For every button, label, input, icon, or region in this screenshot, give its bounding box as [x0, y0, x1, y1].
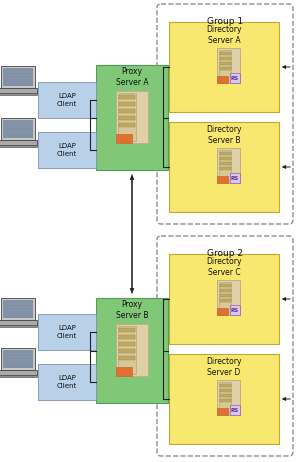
FancyBboxPatch shape — [169, 354, 279, 444]
FancyBboxPatch shape — [169, 254, 279, 344]
FancyBboxPatch shape — [217, 380, 240, 415]
FancyBboxPatch shape — [3, 349, 33, 367]
FancyBboxPatch shape — [230, 73, 240, 83]
FancyBboxPatch shape — [116, 91, 148, 143]
FancyBboxPatch shape — [220, 162, 230, 165]
FancyBboxPatch shape — [220, 57, 230, 60]
FancyBboxPatch shape — [0, 92, 37, 95]
FancyBboxPatch shape — [0, 370, 37, 375]
FancyBboxPatch shape — [116, 367, 132, 376]
FancyBboxPatch shape — [0, 375, 37, 377]
FancyBboxPatch shape — [0, 145, 37, 146]
FancyBboxPatch shape — [218, 150, 230, 181]
FancyBboxPatch shape — [0, 87, 37, 92]
Text: LDAP
Client: LDAP Client — [57, 326, 77, 339]
FancyBboxPatch shape — [220, 289, 230, 292]
FancyBboxPatch shape — [220, 152, 230, 155]
FancyBboxPatch shape — [217, 48, 240, 83]
FancyBboxPatch shape — [220, 399, 230, 402]
FancyBboxPatch shape — [217, 148, 240, 183]
FancyBboxPatch shape — [169, 22, 279, 112]
Text: RS: RS — [231, 176, 239, 181]
FancyBboxPatch shape — [218, 282, 230, 313]
FancyBboxPatch shape — [220, 67, 230, 70]
FancyBboxPatch shape — [119, 116, 135, 120]
FancyBboxPatch shape — [220, 389, 230, 392]
FancyBboxPatch shape — [1, 117, 35, 140]
FancyBboxPatch shape — [0, 320, 37, 324]
FancyBboxPatch shape — [119, 102, 135, 106]
Text: Directory
Server C: Directory Server C — [206, 257, 242, 277]
FancyBboxPatch shape — [220, 394, 230, 397]
FancyBboxPatch shape — [38, 314, 96, 350]
FancyBboxPatch shape — [1, 347, 35, 370]
Text: Directory
Server A: Directory Server A — [206, 25, 242, 45]
FancyBboxPatch shape — [119, 356, 135, 360]
FancyBboxPatch shape — [1, 66, 35, 87]
FancyBboxPatch shape — [230, 305, 240, 315]
FancyBboxPatch shape — [220, 62, 230, 65]
Text: Proxy
Server A: Proxy Server A — [116, 67, 148, 87]
FancyBboxPatch shape — [220, 299, 230, 302]
FancyBboxPatch shape — [119, 109, 135, 113]
FancyBboxPatch shape — [220, 284, 230, 287]
FancyBboxPatch shape — [0, 140, 37, 145]
Text: Proxy
Server B: Proxy Server B — [116, 300, 148, 320]
FancyBboxPatch shape — [220, 157, 230, 160]
FancyBboxPatch shape — [220, 52, 230, 55]
FancyBboxPatch shape — [38, 132, 96, 168]
Text: LDAP
Client: LDAP Client — [57, 376, 77, 389]
FancyBboxPatch shape — [230, 405, 240, 415]
Text: LDAP
Client: LDAP Client — [57, 93, 77, 107]
FancyBboxPatch shape — [96, 298, 168, 403]
FancyBboxPatch shape — [3, 120, 33, 138]
FancyBboxPatch shape — [38, 364, 96, 400]
FancyBboxPatch shape — [169, 122, 279, 212]
Text: LDAP
Client: LDAP Client — [57, 144, 77, 157]
FancyBboxPatch shape — [38, 82, 96, 118]
Text: Directory
Server D: Directory Server D — [206, 357, 242, 377]
FancyBboxPatch shape — [217, 408, 227, 415]
Text: RS: RS — [231, 75, 239, 80]
FancyBboxPatch shape — [230, 173, 240, 183]
FancyBboxPatch shape — [118, 326, 136, 374]
FancyBboxPatch shape — [116, 134, 132, 143]
FancyBboxPatch shape — [118, 93, 136, 141]
Text: RS: RS — [231, 308, 239, 312]
FancyBboxPatch shape — [1, 298, 35, 320]
FancyBboxPatch shape — [220, 167, 230, 170]
FancyBboxPatch shape — [119, 123, 135, 127]
FancyBboxPatch shape — [217, 76, 227, 83]
FancyBboxPatch shape — [218, 382, 230, 413]
FancyBboxPatch shape — [217, 280, 240, 315]
FancyBboxPatch shape — [119, 95, 135, 99]
FancyBboxPatch shape — [218, 50, 230, 81]
FancyBboxPatch shape — [119, 328, 135, 332]
Text: RS: RS — [231, 407, 239, 413]
FancyBboxPatch shape — [3, 299, 33, 317]
FancyBboxPatch shape — [119, 335, 135, 339]
FancyBboxPatch shape — [96, 65, 168, 170]
Text: Directory
Server B: Directory Server B — [206, 125, 242, 145]
FancyBboxPatch shape — [220, 384, 230, 387]
Text: Group 1: Group 1 — [207, 18, 243, 26]
FancyBboxPatch shape — [119, 342, 135, 346]
FancyBboxPatch shape — [0, 324, 37, 327]
FancyBboxPatch shape — [116, 324, 148, 376]
FancyBboxPatch shape — [220, 294, 230, 297]
FancyBboxPatch shape — [217, 308, 227, 315]
Text: Group 2: Group 2 — [207, 249, 243, 259]
FancyBboxPatch shape — [217, 176, 227, 183]
FancyBboxPatch shape — [119, 349, 135, 353]
FancyBboxPatch shape — [3, 67, 33, 85]
